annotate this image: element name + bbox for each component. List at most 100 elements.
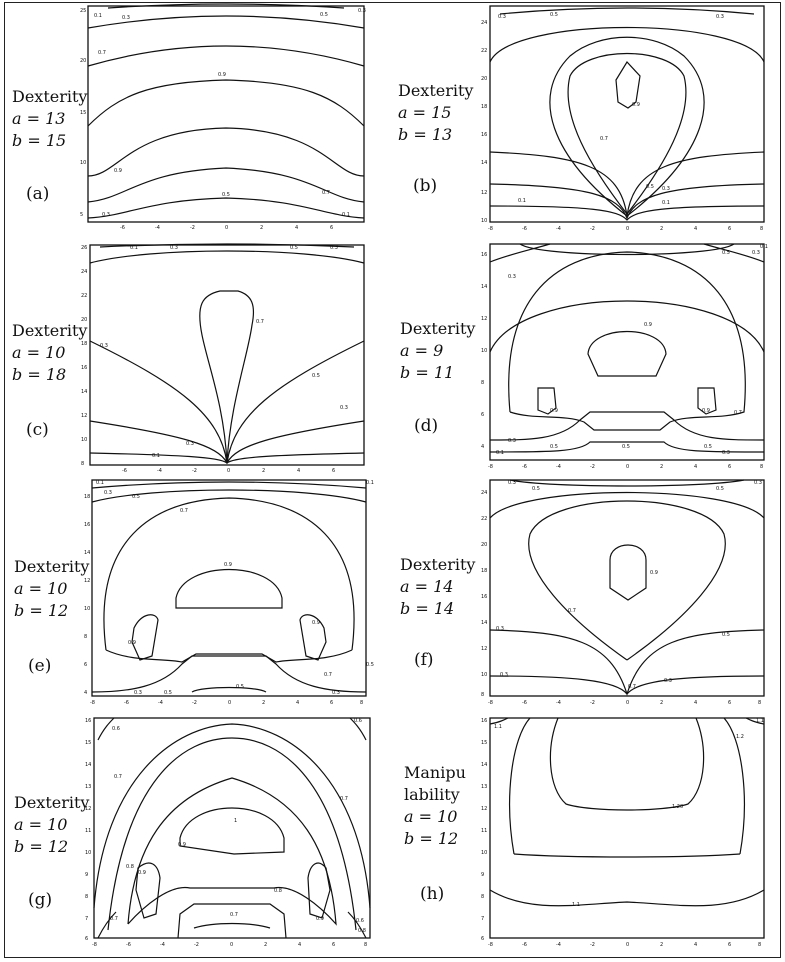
x-tick: -2 <box>590 700 595 706</box>
contour-line <box>489 441 765 453</box>
contour-plot-a: 0.1 0.3 0.7 0.9 0.9 0.7 0.5 0.3 0.5 0.3 … <box>80 3 366 231</box>
y-tick: 16 <box>481 718 487 724</box>
y-tick: 14 <box>85 762 91 768</box>
contour-label: 0.5 <box>366 662 374 668</box>
contour-label: 0.7 <box>628 684 636 690</box>
metric-label: Dexterity <box>12 87 88 106</box>
y-tick: 12 <box>84 578 90 584</box>
y-tick: 12 <box>481 646 487 652</box>
contour-label: 0.7 <box>98 50 106 56</box>
contour-label: 0.3 <box>100 343 108 349</box>
contour-line <box>519 243 735 256</box>
contour-label: 0.3 <box>122 15 130 21</box>
contour-label: 0.1 <box>130 245 138 251</box>
contour-label: 0.3 <box>358 8 366 14</box>
contour-label: 0.3 <box>134 690 142 696</box>
x-tick: -6 <box>522 464 527 470</box>
y-tick: 14 <box>481 160 487 166</box>
panel-h-label: (h) <box>420 884 445 904</box>
contour-label: 0.3 <box>332 690 340 696</box>
panel-g-caption: Dexterity a = 10 b = 12 <box>14 792 89 858</box>
x-tick: -2 <box>590 942 595 948</box>
contour-line <box>93 723 371 909</box>
param-b: b = 12 <box>14 601 69 620</box>
contour-label: 0.3 <box>508 480 516 486</box>
contour-label: 0.3 <box>498 14 506 20</box>
x-tick: -8 <box>488 700 493 706</box>
contour-label: 0.1 <box>518 198 526 204</box>
contour-line <box>299 614 327 661</box>
x-tick: -8 <box>488 226 493 232</box>
panel-h-caption: Manipu lability a = 10 b = 12 <box>404 762 466 850</box>
contour-line <box>107 737 357 931</box>
y-tick: 4 <box>84 690 87 696</box>
contour-label: 0.9 <box>128 640 136 646</box>
y-tick: 5 <box>80 212 83 218</box>
contour-label: 1.1 <box>494 724 502 730</box>
param-b: b = 13 <box>398 125 453 144</box>
y-tick: 26 <box>81 245 87 251</box>
plot-frame <box>489 717 765 939</box>
x-tick: 6 <box>728 464 731 470</box>
contour-line <box>609 544 647 601</box>
x-tick: 8 <box>360 700 363 706</box>
param-b: b = 15 <box>12 131 67 150</box>
y-tick: 16 <box>481 594 487 600</box>
contour-label: 0.1 <box>96 480 104 486</box>
contour-label: 0.5 <box>622 444 630 450</box>
y-tick: 15 <box>80 110 86 116</box>
contour-label: 1.2 <box>736 734 744 740</box>
x-tick: 2 <box>660 700 663 706</box>
contour-label: 0.5 <box>646 184 654 190</box>
y-tick: 18 <box>81 341 87 347</box>
metric-label: Dexterity <box>12 321 88 340</box>
contour-line <box>89 340 365 464</box>
contour-line <box>91 655 367 693</box>
panel-a-caption: Dexterity a = 13 b = 15 <box>12 86 87 152</box>
contour-line <box>193 922 271 929</box>
param-a: a = 10 <box>404 807 458 826</box>
x-tick: 6 <box>728 226 731 232</box>
contour-label: 0.3 <box>104 490 112 496</box>
param-a: a = 14 <box>400 577 454 596</box>
contour-label: 0.5 <box>236 684 244 690</box>
contour-label: 0.7 <box>114 774 122 780</box>
x-tick: 2 <box>260 225 263 231</box>
x-tick: 0 <box>626 464 629 470</box>
contour-label: 0.3 <box>716 14 724 20</box>
contour-label: 0.5 <box>532 486 540 492</box>
x-tick: 2 <box>660 464 663 470</box>
contour-label: 0.5 <box>704 444 712 450</box>
param-b: b = 18 <box>12 365 67 384</box>
contour-label: 0.3 <box>102 212 110 218</box>
contour-label: 1 <box>234 818 237 824</box>
contour-label: 0.6 <box>356 918 364 924</box>
plot-frame <box>87 5 365 223</box>
x-tick: -4 <box>556 226 561 232</box>
contour-label: 0.1 <box>342 212 350 218</box>
contour-line <box>499 7 755 15</box>
y-tick: 14 <box>481 762 487 768</box>
contour-plot-e: 0.1 0.3 0.5 0.7 0.9 0.9 0.9 0.7 0.5 0.3 … <box>84 479 374 706</box>
y-tick: 16 <box>84 522 90 528</box>
param-b: b = 12 <box>14 837 69 856</box>
x-tick: -2 <box>590 226 595 232</box>
y-tick: 15 <box>481 740 487 746</box>
contour-label: 0.1 <box>366 480 374 486</box>
plot-frame <box>489 243 765 461</box>
x-tick: 0 <box>227 468 230 474</box>
y-tick: 24 <box>81 269 87 275</box>
contour-label: 0.5 <box>222 192 230 198</box>
contour-label: 0.5 <box>290 245 298 251</box>
y-tick: 8 <box>481 380 484 386</box>
contour-plot-f: 0.3 0.5 0.5 0.3 0.7 0.9 0.5 0.3 0.7 0.3 … <box>481 479 765 706</box>
y-tick: 25 <box>80 8 86 14</box>
contour-label: 0.5 <box>722 632 730 638</box>
x-tick: -6 <box>522 942 527 948</box>
contour-line <box>135 862 161 919</box>
x-tick: -8 <box>90 700 95 706</box>
y-tick: 10 <box>481 348 487 354</box>
contour-label: 0.1 <box>760 244 768 250</box>
plot-frame <box>489 5 765 223</box>
contour-label: 0.9 <box>138 870 146 876</box>
